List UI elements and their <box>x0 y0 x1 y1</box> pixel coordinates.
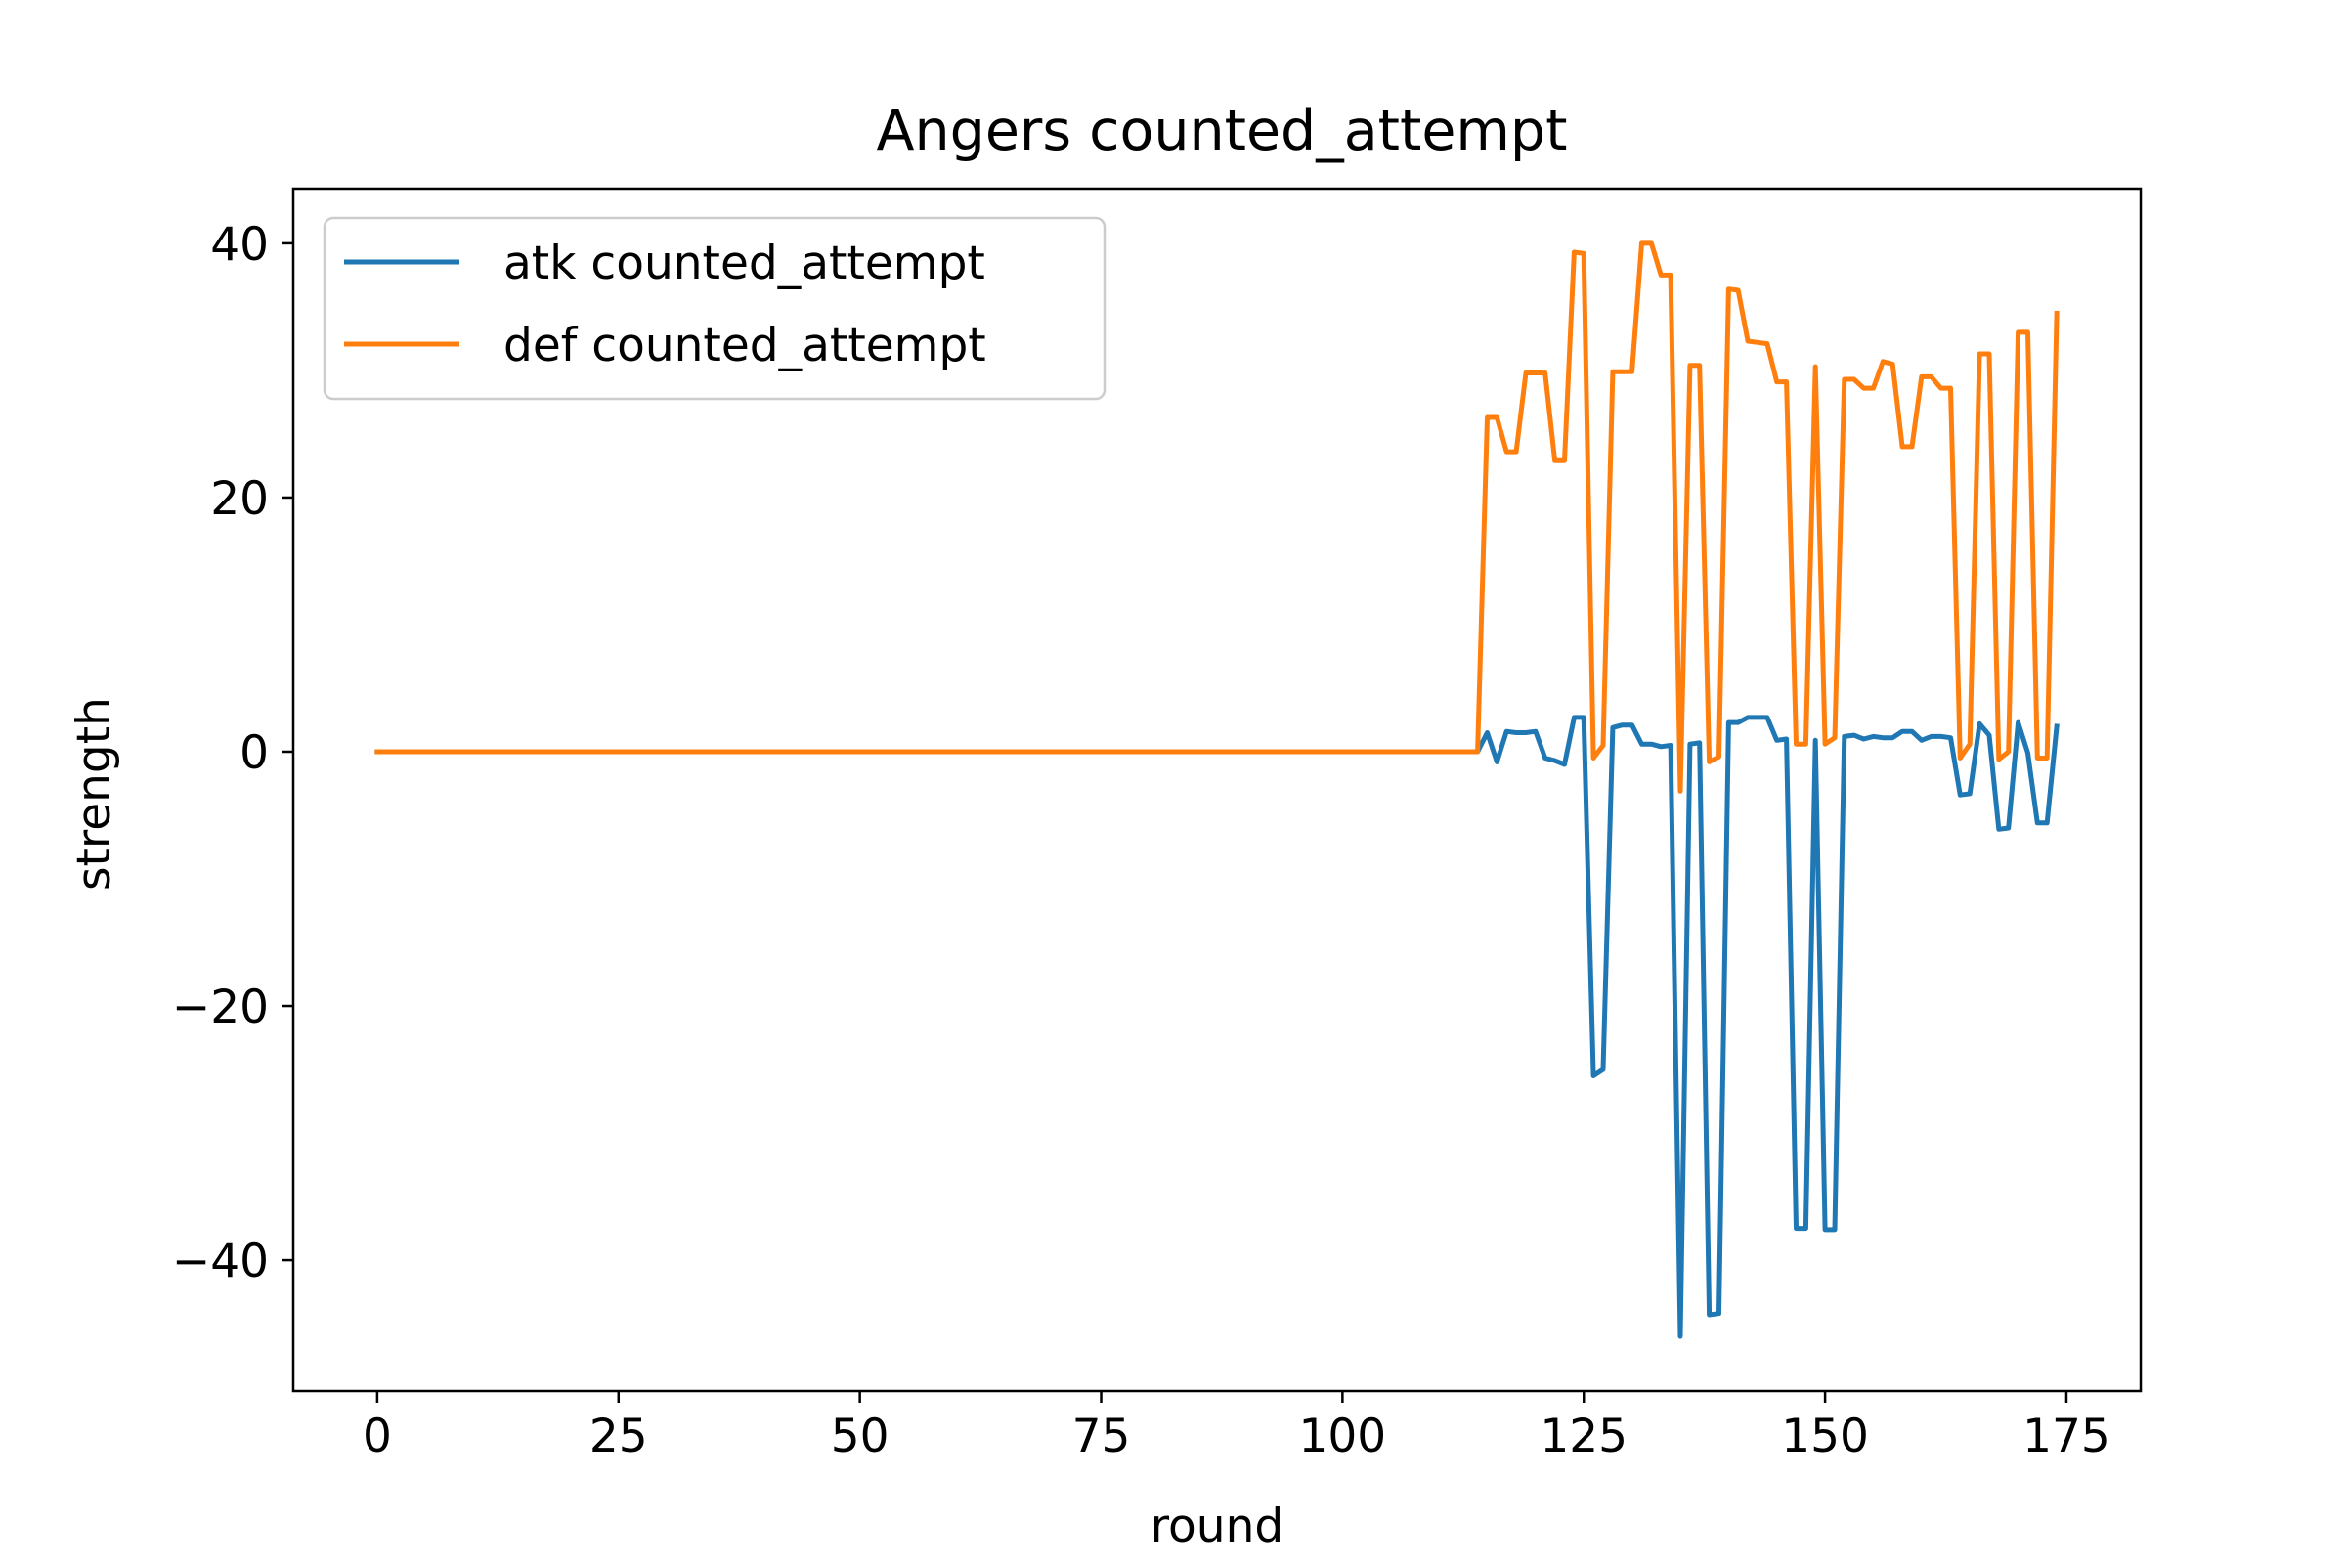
x-tick-label: 100 <box>1299 1410 1387 1463</box>
legend-label-atk: atk counted_attempt <box>503 237 985 290</box>
y-tick-label: 40 <box>210 218 269 272</box>
plot-frame <box>291 187 2143 1393</box>
x-axis: 0 25 50 75 100 125 150 175 <box>363 1391 2110 1463</box>
x-tick-label: 175 <box>2022 1410 2110 1463</box>
x-tick-label: 50 <box>831 1410 890 1463</box>
plot-lines <box>374 240 2060 1339</box>
x-axis-label: round <box>1151 1500 1283 1553</box>
y-axis-label: strength <box>67 697 121 891</box>
y-tick-label: −40 <box>172 1235 269 1288</box>
y-tick-label: 20 <box>210 472 269 526</box>
x-tick-label: 150 <box>1781 1410 1869 1463</box>
legend-label-def: def counted_attempt <box>503 319 986 372</box>
legend-box <box>323 216 1107 401</box>
x-tick-label: 25 <box>589 1410 648 1463</box>
y-tick-label: 0 <box>239 726 269 780</box>
y-axis: −40 −20 0 20 40 <box>172 218 293 1288</box>
series-line-def <box>374 240 2060 794</box>
x-tick-label: 75 <box>1072 1410 1131 1463</box>
chart-title: Angers counted_attempt <box>877 99 1568 163</box>
y-tick-label: −20 <box>172 980 269 1034</box>
series-line-atk <box>374 715 2060 1339</box>
legend: atk counted_attempt def counted_attempt <box>323 216 1107 401</box>
x-tick-label: 0 <box>363 1410 392 1463</box>
x-tick-label: 125 <box>1540 1410 1628 1463</box>
